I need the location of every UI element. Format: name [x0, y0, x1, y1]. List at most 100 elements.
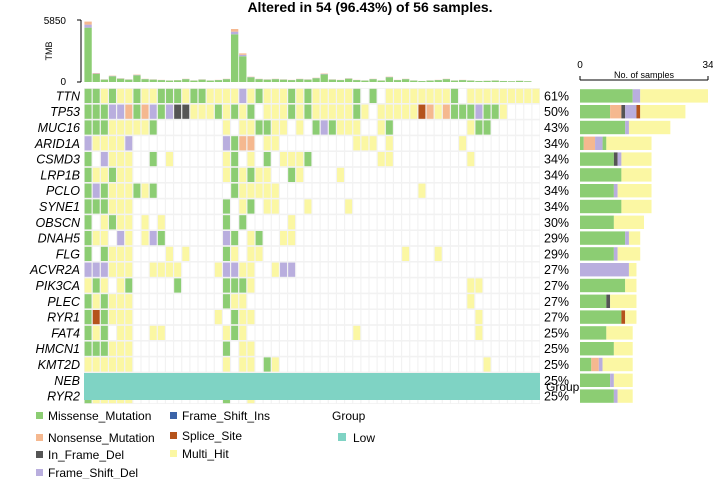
matrix-cell-empty	[361, 263, 368, 277]
matrix-cell-empty	[174, 342, 181, 356]
matrix-cell-empty	[524, 231, 531, 245]
matrix-cell-empty	[394, 326, 401, 340]
matrix-cell-empty	[329, 294, 336, 308]
matrix-cell	[101, 105, 108, 119]
matrix-cell-empty	[451, 215, 458, 229]
matrix-cell	[231, 247, 238, 261]
matrix-cell	[125, 247, 132, 261]
matrix-cell-empty	[272, 215, 279, 229]
side-bar-segment	[629, 121, 670, 134]
matrix-cell-empty	[313, 152, 320, 166]
matrix-cell-empty	[394, 357, 401, 371]
matrix-cell	[264, 105, 271, 119]
matrix-cell	[288, 168, 295, 182]
matrix-cell	[313, 105, 320, 119]
matrix-cell	[231, 326, 238, 340]
matrix-cell-empty	[174, 184, 181, 198]
matrix-cell	[109, 105, 116, 119]
matrix-cell-empty	[150, 342, 157, 356]
matrix-cell	[117, 120, 124, 134]
tmb-bar-segment	[166, 81, 173, 82]
matrix-cell-empty	[321, 278, 328, 292]
gene-label: RYR1	[47, 311, 80, 325]
side-bar	[580, 263, 636, 276]
matrix-cell-empty	[524, 152, 531, 166]
matrix-cell	[304, 105, 311, 119]
matrix-cell-empty	[133, 168, 140, 182]
matrix-cell-empty	[321, 199, 328, 213]
matrix-cell	[410, 105, 417, 119]
matrix-cell	[150, 120, 157, 134]
tmb-bar-segment	[402, 79, 409, 82]
matrix-cell-empty	[410, 342, 417, 356]
matrix-cell-empty	[386, 326, 393, 340]
matrix-cell-empty	[394, 120, 401, 134]
matrix-cell-empty	[199, 342, 206, 356]
matrix-cell-empty	[435, 342, 442, 356]
matrix-cell-empty	[256, 105, 263, 119]
matrix-cell-empty	[174, 215, 181, 229]
matrix-cell	[215, 105, 222, 119]
tmb-bar	[272, 79, 279, 82]
matrix-cell	[93, 199, 100, 213]
matrix-cell	[93, 89, 100, 103]
matrix-cell-empty	[402, 168, 409, 182]
tmb-bar-segment	[500, 81, 507, 82]
matrix-cell-empty	[133, 278, 140, 292]
matrix-cell	[467, 89, 474, 103]
matrix-cell-empty	[410, 357, 417, 371]
matrix-cell-empty	[435, 310, 442, 324]
matrix-cell-empty	[133, 263, 140, 277]
matrix-cell	[150, 184, 157, 198]
matrix-cell-empty	[467, 263, 474, 277]
matrix-cell-empty	[378, 310, 385, 324]
matrix-cell-empty	[516, 263, 523, 277]
side-bar-segment	[621, 310, 625, 323]
gene-label: FLG	[56, 247, 81, 261]
side-bar	[580, 279, 636, 292]
matrix-cell-empty	[532, 199, 539, 213]
matrix-cell-empty	[418, 152, 425, 166]
matrix-cell	[321, 89, 328, 103]
side-bar-segment	[580, 295, 606, 308]
percent-label: 50%	[544, 105, 569, 119]
matrix-cell-empty	[386, 357, 393, 371]
matrix-cell	[101, 184, 108, 198]
matrix-cell	[484, 105, 491, 119]
matrix-cell-empty	[370, 357, 377, 371]
matrix-cell-empty	[508, 199, 515, 213]
tmb-bar	[402, 79, 409, 82]
matrix-cell-empty	[402, 184, 409, 198]
matrix-cell	[158, 105, 165, 119]
matrix-cell-empty	[337, 263, 344, 277]
matrix-cell-empty	[321, 357, 328, 371]
matrix-cell-empty	[288, 136, 295, 150]
matrix-cell-empty	[402, 326, 409, 340]
matrix-cell-empty	[492, 278, 499, 292]
matrix-cell-empty	[264, 294, 271, 308]
matrix-cell	[101, 357, 108, 371]
side-bar-segment	[580, 342, 614, 355]
side-bar-segment	[636, 105, 640, 118]
matrix-cell-empty	[207, 310, 214, 324]
matrix-cell-empty	[394, 184, 401, 198]
matrix-cell	[231, 278, 238, 292]
matrix-cell	[101, 136, 108, 150]
side-bar-segment	[640, 105, 685, 118]
tmb-axis: 5850 0 TMB	[44, 16, 81, 88]
matrix-cell-empty	[133, 357, 140, 371]
matrix-cell-empty	[443, 184, 450, 198]
matrix-cell	[329, 89, 336, 103]
matrix-cell-empty	[402, 342, 409, 356]
matrix-cell-empty	[467, 310, 474, 324]
matrix-cell-empty	[386, 278, 393, 292]
matrix-cell	[353, 105, 360, 119]
matrix-cell	[150, 152, 157, 166]
matrix-cell-empty	[207, 294, 214, 308]
matrix-cell-empty	[247, 326, 254, 340]
matrix-cell-empty	[394, 294, 401, 308]
matrix-cell-empty	[459, 310, 466, 324]
side-bar	[580, 295, 636, 308]
matrix-cell	[223, 342, 230, 356]
matrix-cell-empty	[427, 326, 434, 340]
